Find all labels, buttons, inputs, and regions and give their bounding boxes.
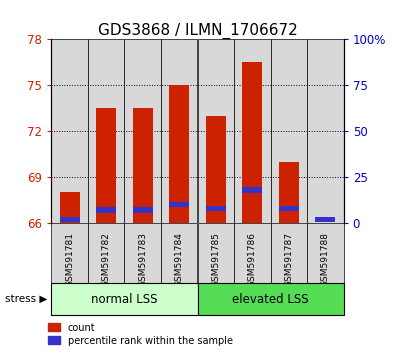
Legend: count, percentile rank within the sample: count, percentile rank within the sample: [48, 323, 233, 346]
Bar: [271, 223, 307, 283]
Bar: [307, 223, 344, 283]
Bar: [51, 283, 198, 315]
Bar: [234, 223, 271, 283]
Text: GSM591787: GSM591787: [284, 232, 293, 287]
Bar: [242, 62, 262, 223]
Bar: [161, 223, 198, 283]
Bar: [96, 108, 116, 223]
Bar: [279, 162, 299, 223]
Text: GSM591785: GSM591785: [211, 232, 220, 287]
Title: GDS3868 / ILMN_1706672: GDS3868 / ILMN_1706672: [98, 23, 297, 39]
Bar: [169, 85, 189, 223]
Bar: [96, 207, 116, 213]
Bar: [206, 206, 226, 211]
Bar: [51, 223, 88, 283]
Text: elevated LSS: elevated LSS: [232, 293, 309, 306]
Bar: [60, 217, 80, 222]
Text: normal LSS: normal LSS: [91, 293, 158, 306]
Bar: [133, 207, 153, 213]
Bar: [279, 206, 299, 211]
Bar: [198, 39, 234, 223]
Bar: [88, 223, 124, 283]
Bar: [161, 39, 198, 223]
Bar: [124, 39, 161, 223]
Bar: [198, 283, 344, 315]
Text: GSM591784: GSM591784: [175, 232, 184, 287]
Bar: [206, 116, 226, 223]
Text: GSM591788: GSM591788: [321, 232, 330, 287]
Bar: [271, 39, 307, 223]
Text: GSM591786: GSM591786: [248, 232, 257, 287]
Text: stress ▶: stress ▶: [5, 294, 47, 304]
Bar: [124, 223, 161, 283]
Bar: [133, 108, 153, 223]
Bar: [307, 39, 344, 223]
Bar: [51, 39, 88, 223]
Bar: [88, 39, 124, 223]
Text: GSM591781: GSM591781: [65, 232, 74, 287]
Bar: [315, 217, 335, 222]
Text: GSM591783: GSM591783: [138, 232, 147, 287]
Bar: [198, 223, 234, 283]
Bar: [234, 39, 271, 223]
Text: GSM591782: GSM591782: [102, 232, 111, 287]
Bar: [169, 202, 189, 207]
Bar: [60, 192, 80, 223]
Bar: [242, 187, 262, 193]
